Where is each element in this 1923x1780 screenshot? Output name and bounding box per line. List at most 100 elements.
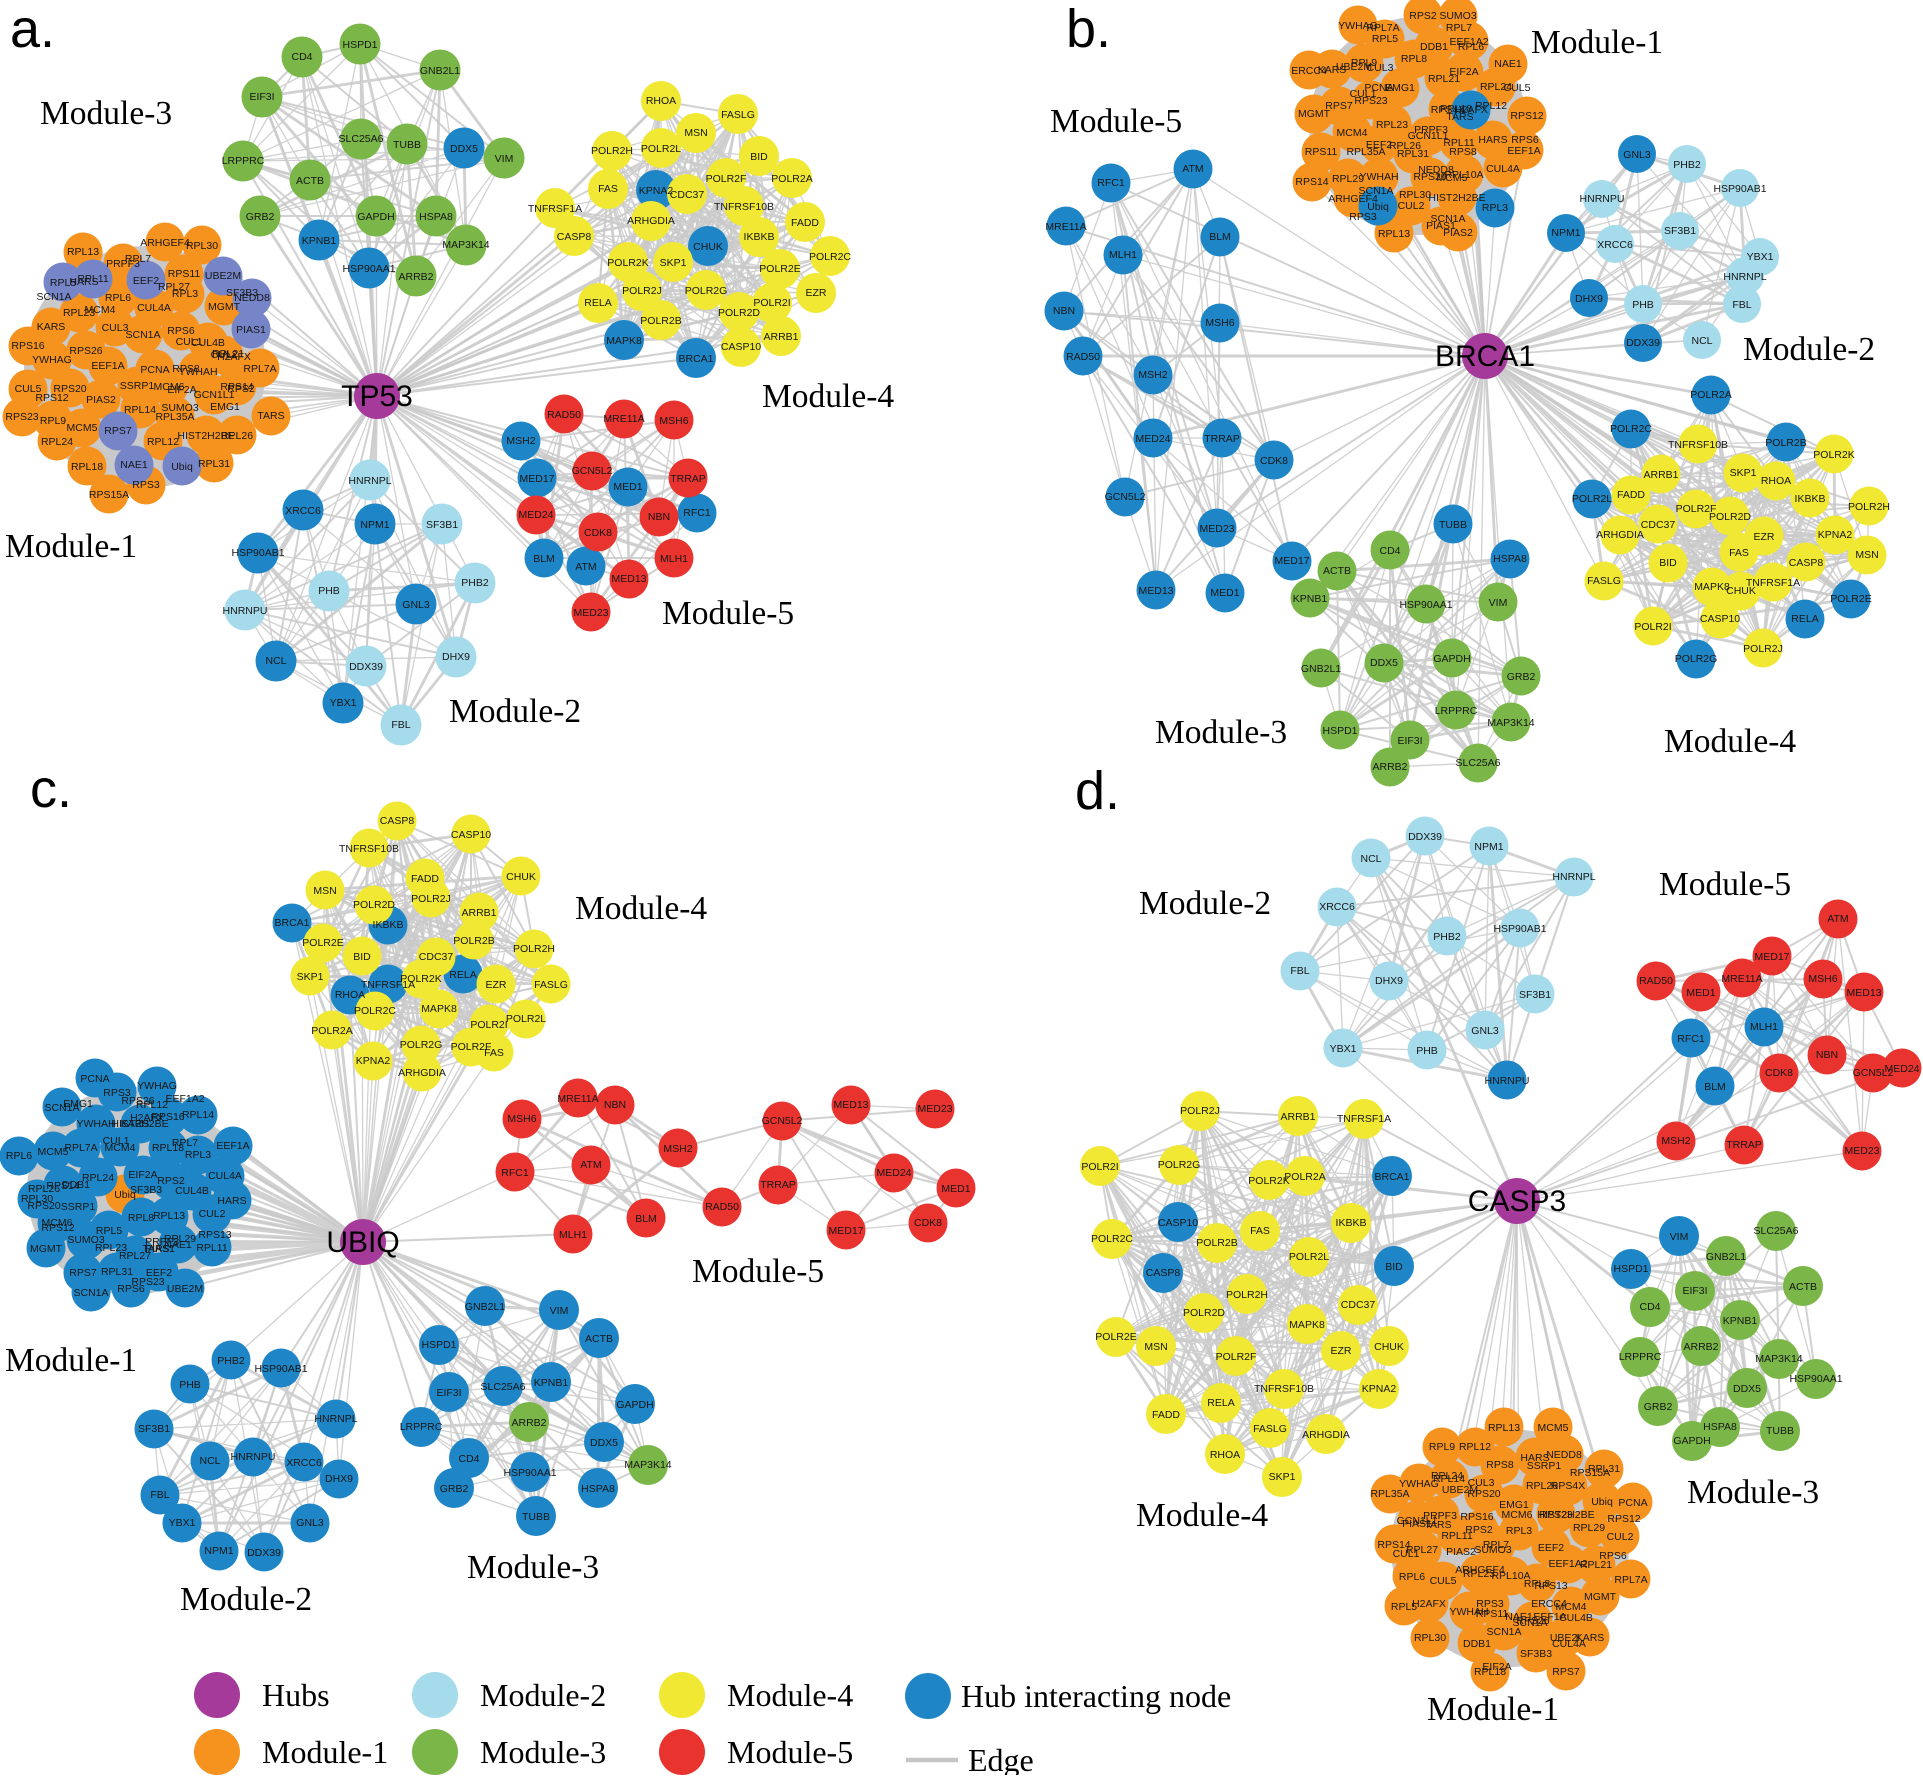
svg-text:POLR2G: POLR2G [1675,653,1718,665]
svg-text:NPM1: NPM1 [1474,841,1503,853]
svg-text:RPL11: RPL11 [1441,1530,1472,1542]
svg-text:TUBB: TUBB [522,1511,550,1523]
svg-text:Module-4: Module-4 [1664,723,1796,760]
svg-text:ARHGEF4: ARHGEF4 [140,237,190,249]
svg-text:POLR2E: POLR2E [759,263,800,275]
svg-text:SCN1A: SCN1A [44,1102,79,1114]
svg-text:FASLG: FASLG [721,109,755,121]
svg-text:Ubiq: Ubiq [114,1189,136,1201]
svg-text:PIAS1: PIAS1 [236,324,266,336]
svg-text:RPS3: RPS3 [1476,1598,1504,1610]
svg-text:RFC1: RFC1 [683,507,711,519]
svg-text:MAP3K14: MAP3K14 [1487,717,1534,729]
svg-text:IKBKB: IKBKB [1336,1217,1367,1229]
svg-text:H2AFX: H2AFX [130,1112,164,1124]
svg-text:RPL13: RPL13 [67,246,99,258]
svg-text:RPS6: RPS6 [1511,134,1539,146]
svg-text:EZR: EZR [806,287,827,299]
svg-text:SUMO3: SUMO3 [67,1234,105,1246]
svg-text:DDX39: DDX39 [247,1547,281,1559]
svg-text:EIF2A: EIF2A [128,1169,157,1181]
svg-text:RPL26: RPL26 [28,1183,60,1195]
svg-text:HSP90AA1: HSP90AA1 [1399,599,1452,611]
svg-text:MED17: MED17 [519,473,554,485]
svg-text:CD4: CD4 [291,51,312,63]
svg-text:FADD: FADD [791,217,819,229]
svg-text:DDB1: DDB1 [1463,1638,1491,1650]
svg-text:RPL13: RPL13 [1378,228,1410,240]
svg-text:MAP3K14: MAP3K14 [1755,1353,1802,1365]
svg-text:Module-2: Module-2 [180,1581,312,1618]
svg-text:GRB2: GRB2 [440,1483,469,1495]
svg-text:UBE2M: UBE2M [205,270,241,282]
svg-text:CUL5: CUL5 [1430,1575,1457,1587]
svg-text:SUMO3: SUMO3 [1474,1544,1512,1556]
svg-text:KPNA2: KPNA2 [1818,529,1853,541]
svg-text:RPS7: RPS7 [1325,100,1353,112]
svg-text:HNRNPL: HNRNPL [1723,271,1766,283]
svg-text:MED13: MED13 [1138,585,1173,597]
svg-text:EIF2A: EIF2A [167,384,196,396]
svg-text:SF3B1: SF3B1 [1664,225,1696,237]
svg-text:CASP10: CASP10 [1158,1217,1198,1229]
svg-text:RPS12: RPS12 [1607,1513,1640,1525]
svg-text:SKP1: SKP1 [1730,467,1757,479]
svg-text:MED24: MED24 [1135,433,1170,445]
svg-text:RAD50: RAD50 [1066,351,1100,363]
svg-text:EMG1: EMG1 [210,401,240,413]
svg-text:FBL: FBL [391,719,410,731]
svg-text:RPL27: RPL27 [119,1250,151,1262]
svg-text:H2AFX: H2AFX [217,351,251,363]
svg-text:POLR2D: POLR2D [1183,1307,1225,1319]
svg-text:Module-5: Module-5 [692,1253,824,1290]
svg-text:SLC25A6: SLC25A6 [339,133,384,145]
svg-text:IKBKB: IKBKB [744,231,775,243]
svg-text:BRCA1: BRCA1 [1374,1171,1409,1183]
svg-text:KPNB1: KPNB1 [1723,1315,1758,1327]
svg-text:TUBB: TUBB [393,139,421,151]
svg-text:POLR2H: POLR2H [1226,1289,1268,1301]
svg-text:H2AFX: H2AFX [1454,104,1488,116]
svg-text:SF3B3: SF3B3 [226,287,258,299]
svg-text:HIST2H2BE: HIST2H2BE [1537,1509,1594,1521]
svg-text:TARS: TARS [257,410,284,422]
svg-text:GAPDH: GAPDH [1433,653,1470,665]
svg-text:GCN1L1: GCN1L1 [194,389,235,401]
svg-text:POLR2D: POLR2D [718,307,760,319]
svg-text:MED1: MED1 [941,1183,970,1195]
svg-text:FADD: FADD [411,873,439,885]
svg-text:RPL6: RPL6 [1399,1571,1425,1583]
svg-text:YWHAH: YWHAH [1359,171,1398,183]
svg-text:YWHAH: YWHAH [1449,1606,1488,1618]
svg-text:RPL5: RPL5 [50,277,76,289]
svg-text:NEDD8: NEDD8 [234,292,270,304]
svg-text:TP53: TP53 [341,380,413,413]
svg-text:POLR2B: POLR2B [453,935,494,947]
svg-text:NBN: NBN [1816,1049,1838,1061]
svg-text:RPL7: RPL7 [1446,22,1472,34]
svg-text:RPL29: RPL29 [164,1233,196,1245]
svg-text:CDC37: CDC37 [670,189,705,201]
svg-text:MSH2: MSH2 [506,435,535,447]
svg-text:PHB: PHB [318,585,340,597]
svg-text:CUL1: CUL1 [1393,1548,1420,1560]
svg-text:PIAS1: PIAS1 [145,1243,175,1255]
svg-text:POLR2E: POLR2E [1830,593,1871,605]
svg-text:ERCC4: ERCC4 [1291,65,1327,77]
svg-text:MLH1: MLH1 [1109,249,1137,261]
svg-text:RPS6: RPS6 [167,325,195,337]
svg-text:MCM4: MCM4 [1556,1601,1587,1613]
svg-text:RPL31: RPL31 [101,1266,133,1278]
svg-text:Module-4: Module-4 [575,890,707,927]
svg-text:VIM: VIM [550,1305,569,1317]
svg-text:CD4: CD4 [458,1453,479,1465]
svg-text:POLR2E: POLR2E [302,937,343,949]
svg-text:ARRB2: ARRB2 [398,271,433,283]
svg-text:RPS20: RPS20 [27,1200,60,1212]
svg-text:POLR2C: POLR2C [354,1005,396,1017]
svg-text:RPS15A: RPS15A [1570,1467,1610,1479]
svg-text:BLM: BLM [533,553,555,565]
svg-text:LRPPRC: LRPPRC [400,1421,443,1433]
svg-text:RPS4X: RPS4X [1551,1480,1585,1492]
svg-text:RPS3: RPS3 [132,479,160,491]
